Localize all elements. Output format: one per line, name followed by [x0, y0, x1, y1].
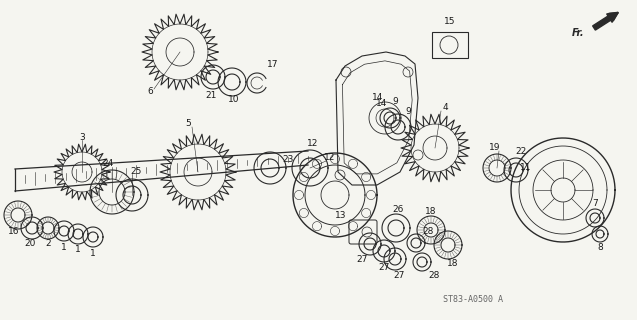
Text: 15: 15 — [444, 17, 455, 26]
Text: ST83-A0500 A: ST83-A0500 A — [443, 294, 503, 303]
Text: 7: 7 — [592, 199, 598, 209]
Text: 11: 11 — [520, 164, 532, 172]
Text: 18: 18 — [447, 259, 459, 268]
Text: 19: 19 — [489, 143, 501, 153]
Text: 12: 12 — [307, 139, 318, 148]
Text: 12: 12 — [324, 154, 336, 163]
Text: 8: 8 — [597, 243, 603, 252]
Text: 27: 27 — [356, 255, 368, 265]
Text: 26: 26 — [392, 205, 404, 214]
Text: 1: 1 — [75, 245, 81, 254]
Text: 21: 21 — [205, 91, 217, 100]
Text: 5: 5 — [185, 119, 191, 129]
Bar — [432, 32, 468, 58]
Text: 27: 27 — [378, 262, 390, 271]
Text: 18: 18 — [426, 207, 437, 217]
Text: 9: 9 — [405, 107, 411, 116]
Text: 9: 9 — [392, 97, 398, 106]
Text: 2: 2 — [45, 239, 51, 249]
Text: 1: 1 — [61, 243, 67, 252]
Text: Fr.: Fr. — [571, 28, 584, 38]
Text: 4: 4 — [442, 103, 448, 113]
Text: 13: 13 — [335, 212, 347, 220]
Text: 27: 27 — [393, 270, 404, 279]
Text: 10: 10 — [228, 95, 240, 105]
FancyArrow shape — [592, 13, 618, 30]
Text: 16: 16 — [8, 227, 20, 236]
Text: 14: 14 — [376, 100, 388, 108]
Text: 23: 23 — [282, 156, 294, 164]
Text: 3: 3 — [79, 132, 85, 141]
Text: 1: 1 — [90, 249, 96, 258]
Text: 28: 28 — [422, 227, 434, 236]
Text: 17: 17 — [268, 60, 279, 69]
Text: 14: 14 — [372, 93, 383, 102]
Text: 28: 28 — [428, 271, 440, 281]
Text: 6: 6 — [147, 87, 153, 97]
Text: 20: 20 — [24, 239, 36, 249]
Text: 25: 25 — [131, 166, 141, 175]
Text: 24: 24 — [103, 159, 113, 169]
Text: 22: 22 — [515, 148, 527, 156]
